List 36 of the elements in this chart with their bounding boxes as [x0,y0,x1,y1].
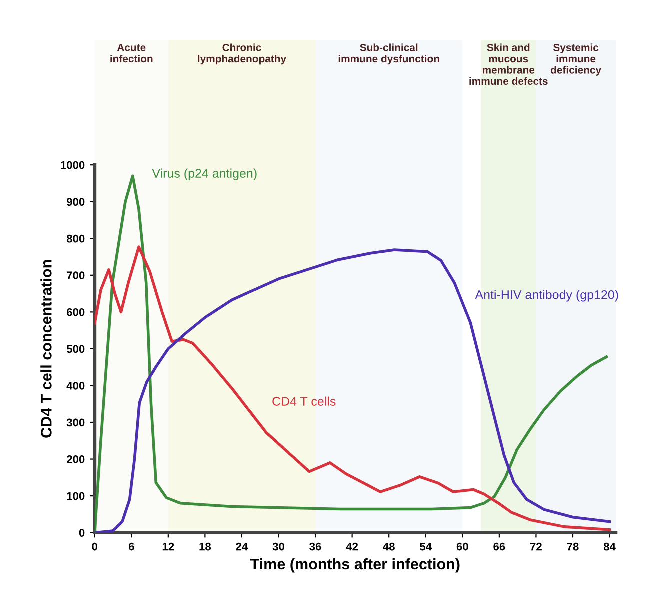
x-tick-label: 78 [567,542,579,551]
y-tick-label: 300 [66,418,85,427]
y-tick-label: 1000 [61,161,85,170]
series-label: Virus (p24 antigen) [152,168,257,180]
x-tick-label: 6 [128,542,134,551]
x-tick-label: 72 [530,542,542,551]
x-tick-label: 0 [92,542,98,551]
band-label: Systemic immune deficiency [551,44,602,76]
x-tick-label: 12 [162,542,174,551]
y-tick-label: 400 [66,382,85,390]
series-label: Anti-HIV antibody (gp120) [475,290,618,302]
x-tick-label: 24 [236,542,248,551]
band-label: Acute infection [110,44,153,63]
x-tick-label: 60 [456,542,468,551]
y-tick-label: 700 [67,272,85,280]
x-tick-label: 18 [200,542,212,551]
x-axis-title: Time (months after infection) [250,558,460,573]
band-label: Skin and mucous membrane immune defects [470,44,548,86]
x-tick-label: 36 [310,542,322,551]
x-tick-label: 30 [272,542,284,551]
y-tick-label: 900 [66,198,85,206]
x-tick-label: 42 [346,542,358,551]
band-label: Chronic lymphadenopathy [198,44,286,65]
x-tick-label: 48 [383,542,395,551]
y-tick-label: 200 [66,456,85,464]
y-axis-title: CD4 T cell concentration [40,260,52,438]
x-tick-label: 84 [604,542,616,551]
y-tick-label: 100 [67,492,85,500]
series-label: CD4 T cells [272,396,336,406]
band-label: Sub-clinical immune dysfunction [338,44,440,65]
x-tick-label: 66 [494,542,506,551]
y-tick-label: 800 [66,234,85,243]
x-tick-label: 54 [420,542,432,551]
y-tick-label: 0 [79,529,85,537]
y-tick-label: 600 [67,308,85,316]
y-tick-label: 500 [66,345,85,354]
